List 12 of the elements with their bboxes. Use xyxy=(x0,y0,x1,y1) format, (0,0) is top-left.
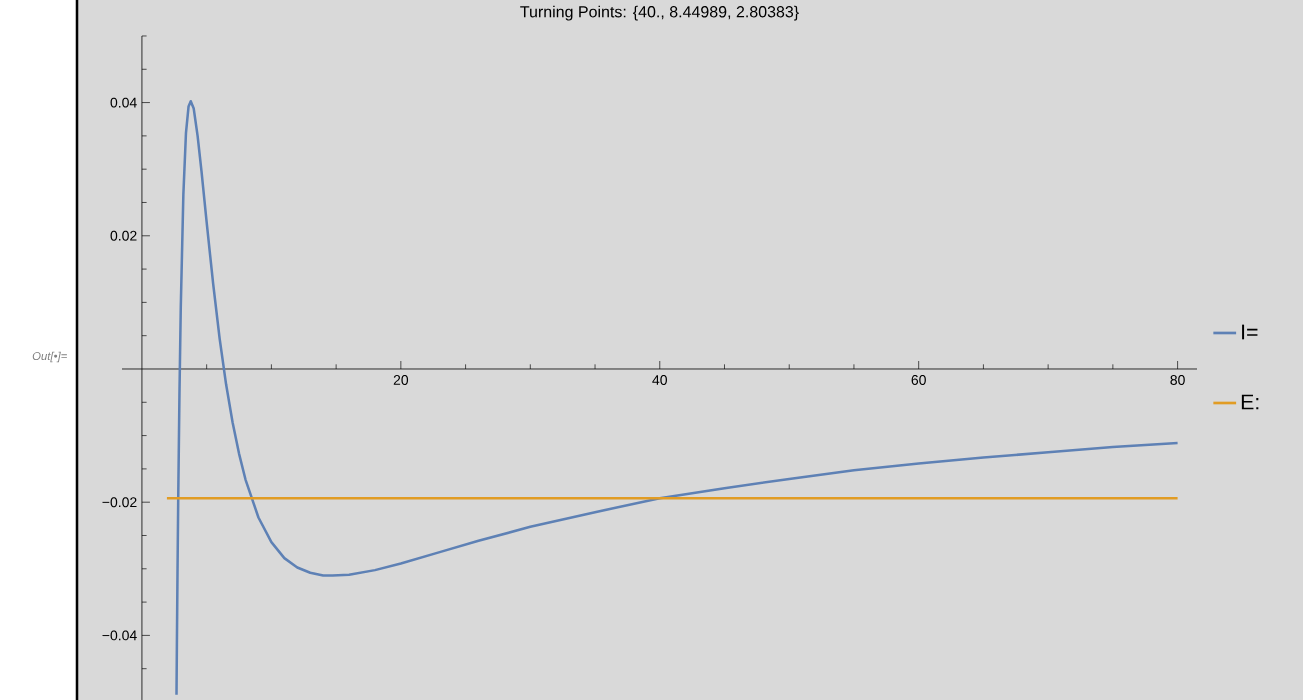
x-tick-label: 80 xyxy=(1170,375,1185,385)
y-tick-label: 0.04 xyxy=(110,97,137,108)
text: Out[•]= xyxy=(32,351,67,363)
y-tick-label: 0.02 xyxy=(110,230,137,241)
x-tick-label: 40 xyxy=(652,375,667,385)
legend-label: I= xyxy=(1242,324,1258,340)
y-tick-label: −0.04 xyxy=(102,630,137,641)
x-tick-label: 20 xyxy=(393,375,409,385)
x-tick-label: 60 xyxy=(911,375,926,385)
legend-label: E: xyxy=(1241,394,1259,410)
y-tick-label: −0.02 xyxy=(102,497,137,508)
chart-title: Turning Points: {40., 8.44989, 2.80383} xyxy=(520,5,799,21)
